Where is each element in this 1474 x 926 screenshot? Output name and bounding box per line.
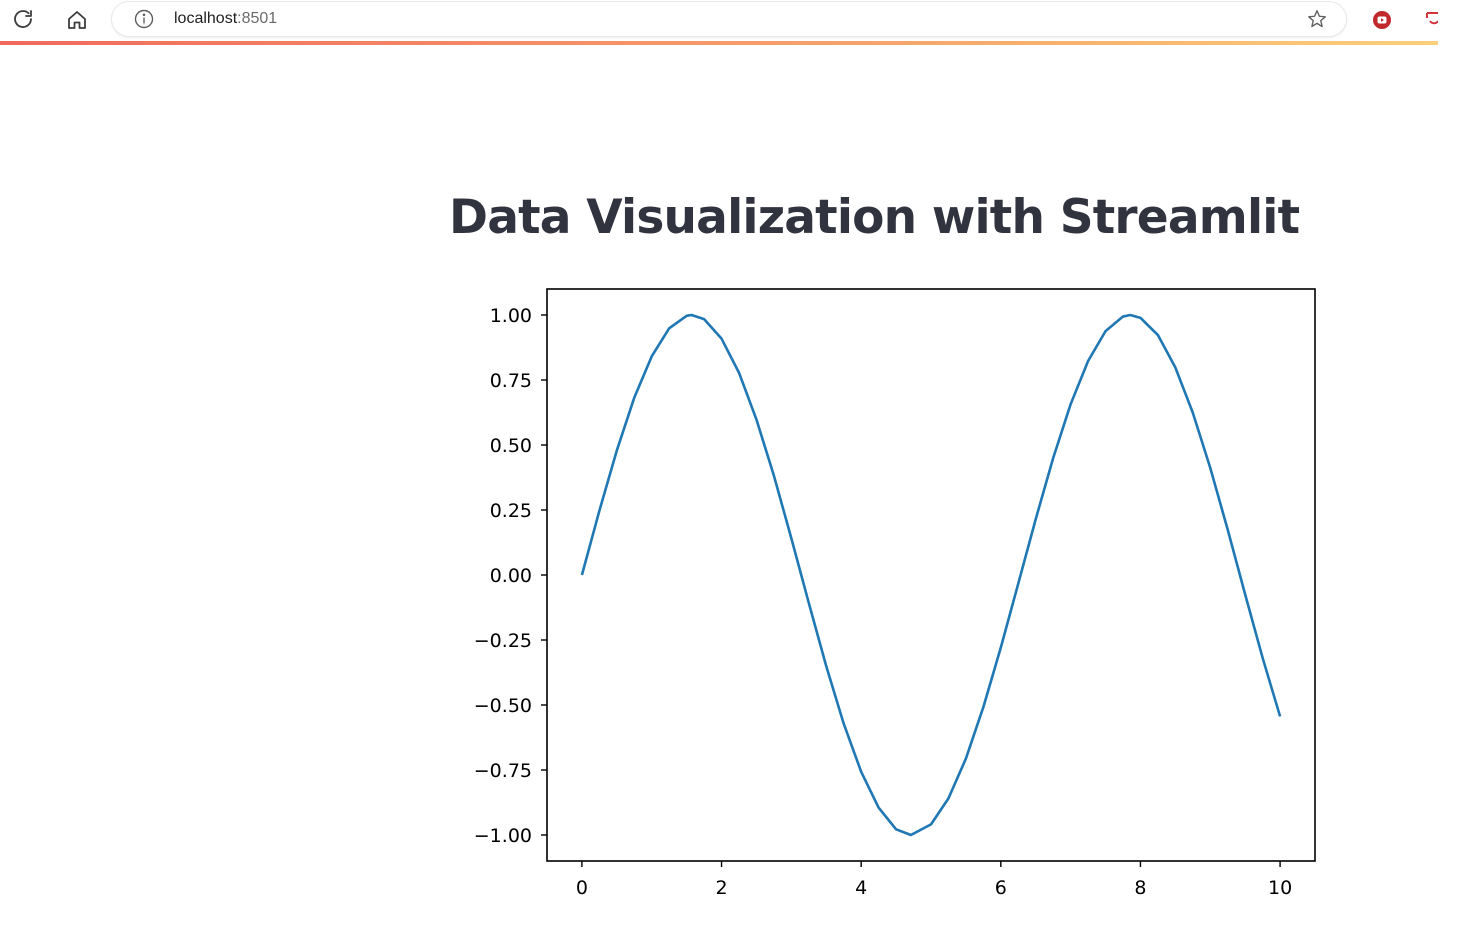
site-info-icon[interactable] — [134, 9, 154, 29]
bookmark-star-icon[interactable] — [1306, 8, 1328, 30]
y-tick-label: 0.50 — [490, 435, 532, 457]
url-text: localhost:8501 — [174, 10, 277, 28]
line-chart: 0 2 4 6 8 10 1.00 0.75 0.50 0.25 0.00 −0.25 −0.50 −0.… — [474, 288, 1316, 899]
y-tick-label: 0.00 — [490, 565, 532, 587]
y-tick-label: −1.00 — [474, 825, 532, 847]
extension-icon[interactable] — [1371, 9, 1393, 31]
y-tick-label: 0.25 — [490, 500, 532, 522]
x-tick-label: 2 — [715, 877, 727, 899]
x-tick-label: 4 — [855, 877, 867, 899]
y-tick-label: −0.75 — [474, 760, 532, 782]
url-host: localhost — [174, 10, 238, 27]
x-tick-label: 0 — [576, 877, 588, 899]
home-icon[interactable] — [63, 6, 91, 34]
reload-icon[interactable] — [9, 6, 37, 34]
series-line-0 — [580, 313, 1282, 837]
address-bar[interactable]: localhost:8501 — [112, 2, 1346, 36]
x-tick-label: 10 — [1268, 877, 1292, 899]
url-port: :8501 — [237, 10, 278, 27]
extension-partial-icon[interactable] — [1424, 9, 1438, 31]
plot-frame — [546, 288, 1316, 862]
x-tick-label: 6 — [995, 877, 1007, 899]
y-tick-label: −0.25 — [474, 630, 532, 652]
page-load-progress — [0, 41, 1438, 45]
browser-toolbar: localhost:8501 — [0, 0, 1438, 42]
x-tick-label: 8 — [1134, 877, 1146, 899]
y-tick-label: 1.00 — [490, 305, 532, 327]
y-tick-label: −0.50 — [474, 695, 532, 717]
page-title: Data Visualization with Streamlit — [449, 190, 1300, 245]
y-tick-label: 0.75 — [490, 370, 532, 392]
chart-container: 0 2 4 6 8 10 1.00 0.75 0.50 0.25 0.00 −0.25 −0.50 −0.… — [440, 270, 1340, 910]
